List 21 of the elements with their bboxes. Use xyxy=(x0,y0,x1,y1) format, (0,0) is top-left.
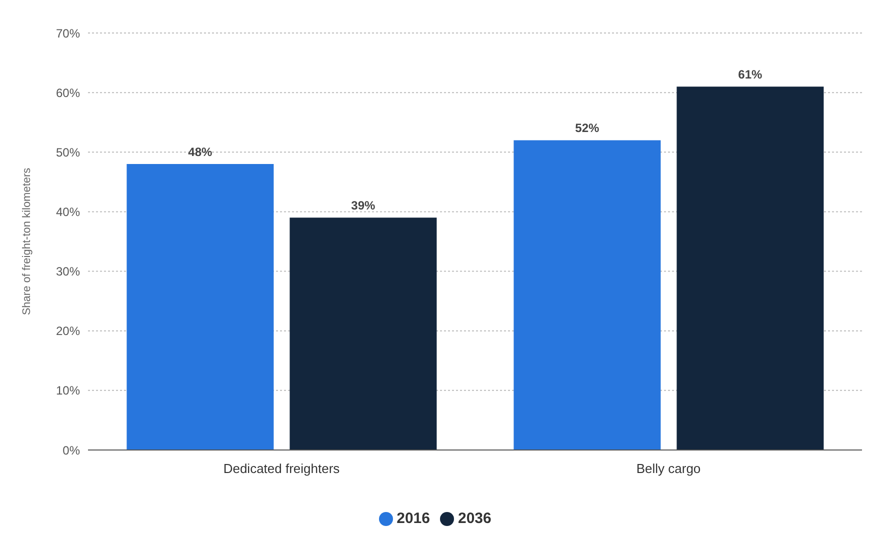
x-tick-label: Belly cargo xyxy=(636,461,701,476)
x-tick-label: Dedicated freighters xyxy=(223,461,340,476)
y-tick-label: 20% xyxy=(56,324,80,338)
y-tick-label: 50% xyxy=(56,145,80,160)
y-tick-label: 10% xyxy=(56,384,80,398)
data-label: 48% xyxy=(188,145,213,160)
data-label: 61% xyxy=(738,68,763,82)
y-tick-label: 30% xyxy=(56,264,80,279)
y-tick-label: 0% xyxy=(62,443,80,458)
y-tick-label: 60% xyxy=(56,86,80,100)
legend-label: 2016 xyxy=(396,510,430,527)
bar xyxy=(514,140,661,450)
legend-label: 2036 xyxy=(458,510,492,527)
y-axis-title: Share of freight-ton kilometers xyxy=(20,167,33,316)
y-tick-label: 40% xyxy=(56,204,80,219)
bar xyxy=(676,86,824,450)
bar xyxy=(290,218,437,450)
data-label: 52% xyxy=(575,121,600,136)
y-tick-label: 70% xyxy=(56,26,80,40)
data-label: 39% xyxy=(351,198,376,213)
bar xyxy=(126,164,274,450)
